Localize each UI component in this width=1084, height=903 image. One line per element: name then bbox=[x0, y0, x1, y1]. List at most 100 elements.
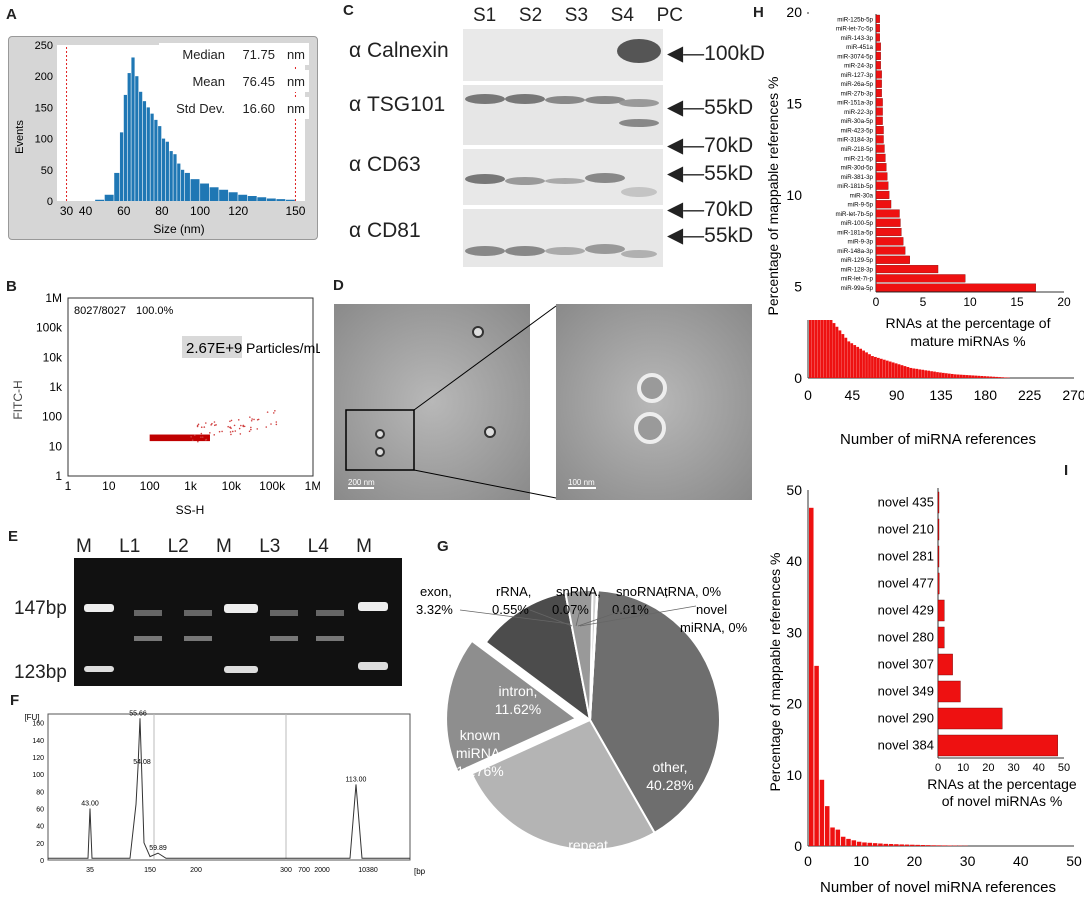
hist-bar bbox=[147, 107, 150, 201]
vesicle bbox=[485, 427, 495, 437]
y-tick: 1k bbox=[49, 380, 63, 394]
dist-bar bbox=[839, 330, 842, 378]
y-tick: 100 bbox=[35, 134, 53, 146]
h-inset-xlabel-2: mature miRNAs % bbox=[910, 333, 1025, 349]
hist-bar bbox=[158, 126, 161, 201]
y-tick: 50 bbox=[41, 165, 53, 177]
a-ylabel: Events bbox=[14, 120, 26, 154]
scatter-point bbox=[270, 423, 272, 425]
inset-bar bbox=[876, 210, 900, 218]
gel-band bbox=[184, 636, 212, 641]
inset-bar bbox=[876, 71, 882, 79]
inset-bar bbox=[938, 519, 939, 540]
arrow-left-icon: ◀— bbox=[667, 162, 704, 185]
x-tick: 2000 bbox=[314, 867, 330, 874]
plot-area bbox=[68, 298, 313, 476]
scatter-point bbox=[190, 436, 192, 438]
dist-bar bbox=[850, 343, 853, 378]
dist-bar bbox=[894, 844, 899, 846]
x-tick: 100k bbox=[259, 479, 286, 493]
lane-pc: PC bbox=[657, 5, 683, 27]
inset-category: novel 435 bbox=[878, 495, 934, 510]
gel-band bbox=[134, 610, 162, 616]
scatter-point bbox=[192, 439, 194, 441]
arrow-left-icon: ◀— bbox=[667, 42, 704, 65]
pie-label: intron, bbox=[499, 683, 538, 699]
inset-bar bbox=[876, 34, 880, 42]
panel-label-a: A bbox=[6, 6, 17, 23]
dist-bar bbox=[842, 334, 845, 378]
dist-bar bbox=[995, 377, 998, 378]
inset-bar bbox=[876, 256, 910, 264]
scatter-point bbox=[250, 429, 252, 431]
i-ylabel: Percentage of mappable references % bbox=[767, 553, 783, 792]
marker-55kd-tsg: ◀—55kD bbox=[667, 95, 753, 120]
y-tick: 200 bbox=[35, 71, 53, 83]
dist-bar bbox=[901, 365, 904, 378]
dist-bar bbox=[918, 369, 921, 378]
scatter-point bbox=[214, 421, 216, 423]
dist-bar bbox=[847, 341, 850, 378]
rna-pie: other,40.28%repeat,26.19%knownmiRNA,16.7… bbox=[400, 560, 760, 890]
dist-bar bbox=[883, 844, 888, 846]
inset-category: miR-30a bbox=[850, 192, 874, 199]
gel-band bbox=[270, 610, 298, 616]
dist-bar bbox=[986, 376, 989, 378]
scatter-point bbox=[267, 411, 269, 413]
inset-bar bbox=[876, 135, 884, 143]
y-tick: 60 bbox=[36, 806, 44, 813]
x-tick: 135 bbox=[929, 387, 953, 403]
hist-bar bbox=[210, 187, 219, 201]
stat-name: Median bbox=[159, 47, 225, 62]
dist-bar bbox=[889, 844, 894, 846]
inset-x-tick: 10 bbox=[957, 762, 969, 774]
x-tick: 50 bbox=[1066, 853, 1082, 869]
inset-category: miR-451a bbox=[846, 44, 873, 51]
band bbox=[617, 39, 661, 63]
inset-category: novel 281 bbox=[878, 549, 934, 564]
y-tick: 0 bbox=[47, 196, 53, 208]
x-tick: 10 bbox=[102, 479, 116, 493]
marker-70kd-cd81: ◀—70kD bbox=[667, 197, 753, 222]
dist-bar bbox=[927, 371, 930, 378]
dist-bar bbox=[915, 845, 920, 846]
inset-category: miR-9-3p bbox=[848, 239, 874, 246]
inset-category: novel 290 bbox=[878, 711, 934, 726]
inset-bar bbox=[876, 126, 884, 134]
x-tick: 1 bbox=[65, 479, 72, 493]
x-tick: 20 bbox=[907, 853, 923, 869]
inset-bar bbox=[876, 52, 881, 60]
dist-bar bbox=[871, 356, 874, 378]
pie-label: snoRNA, bbox=[616, 584, 668, 599]
marker-label: 70kD bbox=[704, 198, 753, 221]
band bbox=[619, 99, 659, 107]
inset-category: miR-let-7c-5p bbox=[836, 26, 874, 33]
dist-bar bbox=[933, 372, 936, 378]
inset-category: novel 384 bbox=[878, 738, 934, 753]
inset-bar bbox=[938, 627, 944, 648]
x-tick: 100 bbox=[140, 479, 160, 493]
x-tick: 40 bbox=[79, 204, 93, 218]
scatter-point bbox=[250, 427, 252, 429]
inset-category: miR-423-5p bbox=[841, 127, 874, 134]
band bbox=[505, 177, 545, 185]
marker-55kd-cd63: ◀—55kD bbox=[667, 161, 753, 186]
pie-label: miRNA, 0% bbox=[680, 620, 748, 635]
inset-category: miR-22-3p bbox=[844, 109, 873, 116]
inset-bar bbox=[938, 492, 939, 513]
i-xlabel: Number of novel miRNA references bbox=[820, 879, 1056, 896]
stat-median: Median 71.75 nm bbox=[159, 43, 309, 65]
y-tick: 100k bbox=[36, 321, 63, 335]
x-tick: 10k bbox=[222, 479, 242, 493]
x-tick: 0 bbox=[804, 853, 812, 869]
dist-bar bbox=[878, 844, 883, 846]
scatter-point bbox=[213, 434, 215, 436]
hist-bar bbox=[154, 120, 157, 201]
dist-bar bbox=[830, 318, 833, 378]
hist-bar bbox=[276, 199, 285, 201]
